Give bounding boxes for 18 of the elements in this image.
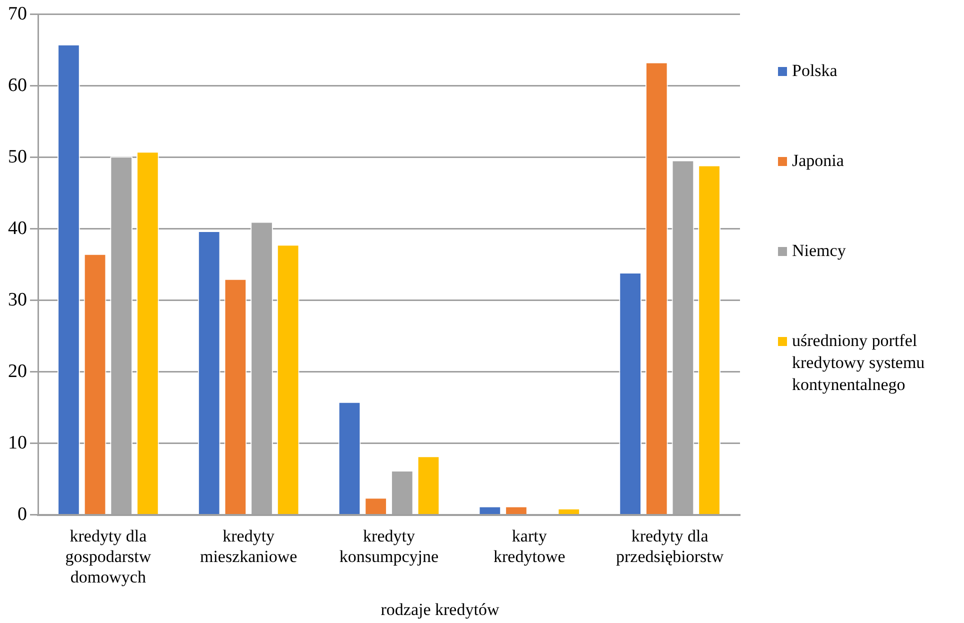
- y-tick-label: 20: [8, 360, 27, 382]
- x-tick-label: karty kredytowe: [494, 526, 566, 566]
- legend-label: uśredniony portfel kredytowy systemu kontynentalnego: [792, 330, 926, 396]
- legend-label: Niemcy: [792, 240, 846, 262]
- x-axis-title: rodzaje kredytów: [380, 600, 500, 620]
- y-tick-label: 0: [18, 504, 27, 525]
- x-tick-label: kredyty dla gospodarstw domowych: [65, 526, 152, 586]
- y-tick-label: 40: [8, 218, 27, 239]
- y-tick-label: 70: [8, 3, 27, 24]
- y-tick-label: 50: [8, 146, 27, 168]
- y-tick-label: 10: [8, 432, 27, 454]
- legend-label: Japonia: [792, 150, 844, 172]
- legend-label: Polska: [792, 60, 838, 82]
- x-tick-label: kredyty dla przedsiębiorstw: [616, 526, 724, 566]
- x-tick-label: kredyty konsumpcyjne: [339, 526, 439, 566]
- x-tick-label: kredyty mieszkaniowe: [200, 526, 298, 566]
- y-tick-label: 30: [8, 289, 27, 310]
- y-tick-label: 60: [8, 74, 27, 96]
